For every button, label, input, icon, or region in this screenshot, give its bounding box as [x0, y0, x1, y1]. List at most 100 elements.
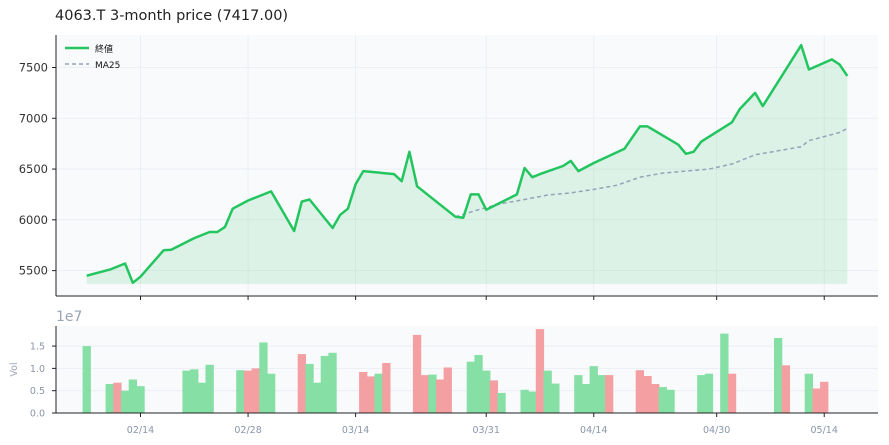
close-data-point: [407, 150, 411, 154]
price-ytick-label: 6500: [19, 162, 48, 176]
close-data-point: [223, 225, 227, 229]
volume-bar: [574, 375, 583, 413]
close-data-point: [139, 275, 143, 279]
volume-bar: [804, 373, 813, 413]
volume-xtick-label: 03/31: [473, 425, 500, 436]
volume-xtick-label: 04/14: [580, 425, 607, 436]
price-panel: 5500 6000 6500 7000 7500 終値 MA25: [19, 35, 878, 300]
close-data-point: [807, 68, 811, 72]
close-data-point: [684, 152, 688, 156]
legend-label-ma25: MA25: [95, 61, 120, 71]
volume-bar: [267, 373, 276, 413]
close-data-point: [576, 169, 580, 173]
close-data-point: [85, 274, 89, 278]
close-data-point: [676, 143, 680, 147]
close-data-point: [392, 172, 396, 176]
price-plot-background: [56, 35, 878, 296]
close-data-point: [215, 230, 219, 234]
volume-bar: [436, 379, 445, 413]
volume-panel: 0.0 0.5 1.0 1.5 02/14 02/28 03/14 03/31 04/14 04/…: [9, 309, 878, 436]
close-data-point: [845, 74, 849, 78]
volume-bar: [82, 346, 91, 413]
volume-bar: [428, 374, 437, 413]
price-legend: 終値 MA25: [65, 43, 120, 71]
close-data-point: [699, 140, 703, 144]
close-data-point: [730, 120, 734, 124]
ma25-series-line: [455, 127, 848, 218]
close-data-point: [131, 281, 135, 285]
volume-bar: [697, 375, 706, 413]
volume-bar: [820, 381, 829, 413]
chart-title: 4063.T 3-month price (7417.00): [55, 8, 289, 24]
volume-bar: [635, 370, 644, 413]
close-data-point: [400, 179, 404, 183]
volume-ytick-label: 1.5: [30, 342, 45, 353]
volume-bar: [720, 333, 729, 413]
volume-bar: [236, 370, 245, 413]
volume-bar: [297, 354, 306, 413]
volume-bar: [658, 387, 667, 413]
close-data-point: [622, 147, 626, 151]
volume-bar: [666, 389, 675, 413]
volume-bar: [474, 355, 483, 413]
volume-bar: [704, 373, 714, 413]
volume-bar: [366, 376, 376, 413]
close-data-point: [538, 172, 542, 176]
close-data-point: [354, 182, 358, 186]
volume-xtick-label: 05/14: [811, 425, 838, 436]
close-data-point: [738, 107, 742, 111]
volume-bar: [113, 382, 122, 413]
volume-bar: [205, 364, 214, 413]
close-data-point: [799, 43, 803, 47]
volume-bar: [313, 382, 322, 413]
close-series-line: [86, 43, 849, 285]
close-data-point: [453, 215, 457, 219]
volume-bar: [489, 380, 498, 413]
close-data-point: [484, 208, 488, 212]
volume-xtick-label: 02/28: [234, 425, 261, 436]
close-data-point: [338, 213, 342, 217]
close-data-point: [331, 226, 335, 230]
close-data-point: [346, 207, 350, 211]
close-data-point: [469, 192, 473, 196]
close-data-point: [300, 200, 304, 204]
volume-bar: [443, 367, 452, 413]
volume-bar: [328, 352, 337, 413]
close-data-point: [830, 57, 834, 61]
volume-bar: [651, 384, 660, 413]
close-data-point: [530, 175, 534, 179]
volume-ytick-label: 1.0: [30, 364, 45, 375]
close-data-point: [646, 124, 650, 128]
volume-bar: [382, 363, 391, 413]
volume-bar: [259, 342, 268, 413]
volume-bar: [597, 375, 606, 413]
close-data-point: [208, 230, 212, 234]
volume-bar: [359, 372, 368, 413]
close-data-point: [477, 192, 481, 196]
legend-label-close: 終値: [95, 43, 113, 55]
close-data-point: [292, 229, 296, 233]
volume-bar: [105, 384, 114, 413]
close-data-point: [108, 268, 112, 272]
close-data-point: [569, 159, 573, 163]
volume-xtick-label: 04/30: [703, 425, 730, 436]
volume-bar: [190, 369, 199, 413]
volume-scale-label: 1e7: [56, 309, 82, 325]
volume-xtick-label: 03/14: [342, 425, 369, 436]
close-data-point: [592, 161, 596, 165]
close-data-point: [192, 236, 196, 240]
close-data-point: [361, 169, 365, 173]
volume-bar: [727, 373, 737, 413]
volume-bar: [128, 379, 137, 413]
volume-bar: [374, 373, 383, 413]
price-ytick-label: 7500: [19, 60, 48, 74]
volume-bar: [420, 375, 429, 413]
volume-xtick-label: 02/14: [127, 425, 154, 436]
volume-bar: [197, 382, 207, 413]
close-data-point: [461, 216, 465, 220]
close-data-point: [231, 207, 235, 211]
close-data-point: [838, 62, 842, 66]
volume-bar: [605, 375, 614, 413]
volume-bar: [520, 389, 529, 413]
